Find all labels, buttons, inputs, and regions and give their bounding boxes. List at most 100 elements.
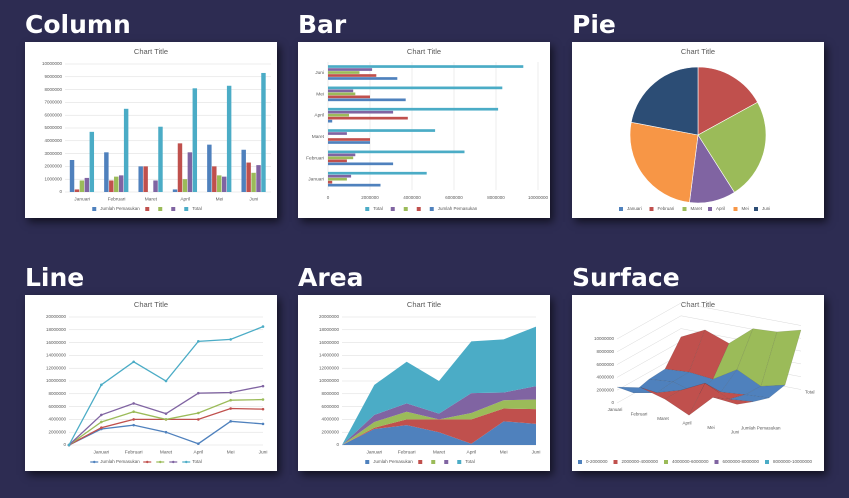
y-tick-label: 0	[336, 442, 339, 447]
line-marker	[100, 413, 103, 417]
legend-marker	[184, 207, 189, 211]
legend-label: Total	[465, 459, 475, 464]
area	[342, 386, 536, 445]
surface-patch	[712, 397, 754, 405]
bar	[104, 152, 109, 192]
legend-marker	[159, 460, 162, 464]
y-tick-label: Januari	[308, 177, 324, 183]
chart-panel: Chart Title 0 2000000 4000000 6000000 8000000…	[572, 295, 824, 471]
bar	[217, 175, 222, 192]
line-marker	[132, 402, 135, 405]
x-tick-label: April	[682, 421, 691, 426]
bar	[109, 180, 114, 192]
bar	[328, 98, 406, 102]
legend-label: Jumlah Pemasukan	[438, 206, 478, 211]
x-tick-label: Mei	[216, 196, 224, 202]
x-tick-label: Februari	[125, 449, 143, 455]
chart-panel: Chart Title Januari Februari Maret April Mei J…	[572, 42, 824, 218]
legend-marker	[733, 207, 738, 211]
y-tick-label: Mei	[316, 91, 324, 97]
bar	[143, 166, 148, 192]
x-tick-label: Juni	[249, 196, 258, 202]
z-tick-label: 4000000	[596, 375, 614, 380]
y-tick-label: 14000000	[319, 353, 340, 358]
bar	[221, 176, 227, 192]
bar	[328, 86, 503, 90]
legend-marker	[664, 460, 668, 464]
y-tick-label: 18000000	[46, 327, 67, 332]
x-tick-label: Mei	[227, 449, 235, 455]
bar	[328, 74, 377, 77]
y-tick-label: 2000000	[48, 429, 66, 434]
line-marker	[229, 338, 232, 341]
line-marker	[229, 420, 232, 423]
x-tick-label: Juni	[259, 449, 268, 455]
bar	[84, 177, 90, 192]
chart-title: Chart Title	[407, 300, 441, 309]
legend-label: Januari	[627, 206, 642, 211]
y-tick-label: Februari	[306, 155, 324, 161]
chart-heading: Surface	[572, 263, 680, 292]
bar	[328, 159, 347, 163]
y-tick-label: 5000000	[44, 125, 62, 130]
x-tick-label: Mei	[707, 425, 714, 430]
chart: Chart Title Januari Februari Maret April Mei J…	[619, 47, 770, 211]
bar	[153, 180, 158, 192]
line-marker	[229, 391, 232, 394]
line-marker	[261, 407, 265, 411]
x-tick-label: Februari	[108, 196, 126, 202]
y-tick-label: 4000000	[44, 138, 62, 143]
legend-marker	[754, 207, 758, 211]
legend-marker	[172, 460, 175, 464]
x-tick-label: Januari	[608, 407, 623, 412]
line-marker	[132, 410, 135, 414]
surface-patch	[760, 329, 802, 387]
legend-label: Jumlah Pemasukan	[100, 206, 140, 211]
line-marker	[197, 340, 200, 343]
legend-marker	[431, 460, 436, 464]
chart: Chart Title 0 1000000 2000000 3000000 4000000…	[42, 47, 271, 211]
chart-heading: Line	[25, 263, 85, 292]
y-tick-label: 8000000	[48, 391, 66, 396]
bar	[79, 180, 85, 192]
pie-slice	[629, 121, 699, 203]
x-tick-label: Februari	[398, 449, 416, 455]
y-tick-label: 0	[63, 442, 66, 447]
pie-slice	[697, 101, 767, 193]
z-tick-label: 10000000	[594, 336, 615, 341]
legend-label: Jumlah Pemasukan	[100, 459, 140, 464]
legend-marker	[429, 207, 434, 211]
bar	[241, 149, 246, 192]
legend-label: 4000000-6000000	[672, 459, 709, 464]
y-tick-label: 6000000	[321, 404, 339, 409]
bar	[89, 131, 95, 192]
line-marker	[197, 418, 200, 421]
y-tick-label: 12000000	[46, 365, 67, 370]
bar	[261, 72, 266, 192]
y-tick-label: 2000000	[44, 164, 62, 169]
bar	[328, 89, 354, 93]
legend-marker	[649, 207, 654, 211]
bar	[328, 65, 524, 68]
bar	[123, 108, 129, 192]
x-tick-label: Mei	[500, 449, 508, 455]
line-marker	[164, 430, 168, 434]
chart-heading: Column	[25, 10, 131, 39]
bar	[226, 85, 232, 192]
bar	[251, 172, 256, 192]
bar	[328, 116, 408, 120]
x-tick-label: April	[180, 196, 190, 202]
legend-marker	[578, 460, 582, 464]
bar	[328, 107, 499, 111]
z-tick-label: 6000000	[596, 362, 614, 367]
y-tick-label: 7000000	[44, 100, 62, 105]
bar	[138, 166, 143, 192]
bar	[328, 113, 349, 117]
legend-marker	[765, 460, 769, 464]
z-tick-label: 2000000	[596, 387, 614, 392]
bar	[328, 129, 436, 132]
bar	[328, 171, 427, 175]
z-tick-label: 0	[611, 400, 614, 405]
line-marker	[100, 420, 103, 424]
legend-label: April	[716, 206, 725, 211]
